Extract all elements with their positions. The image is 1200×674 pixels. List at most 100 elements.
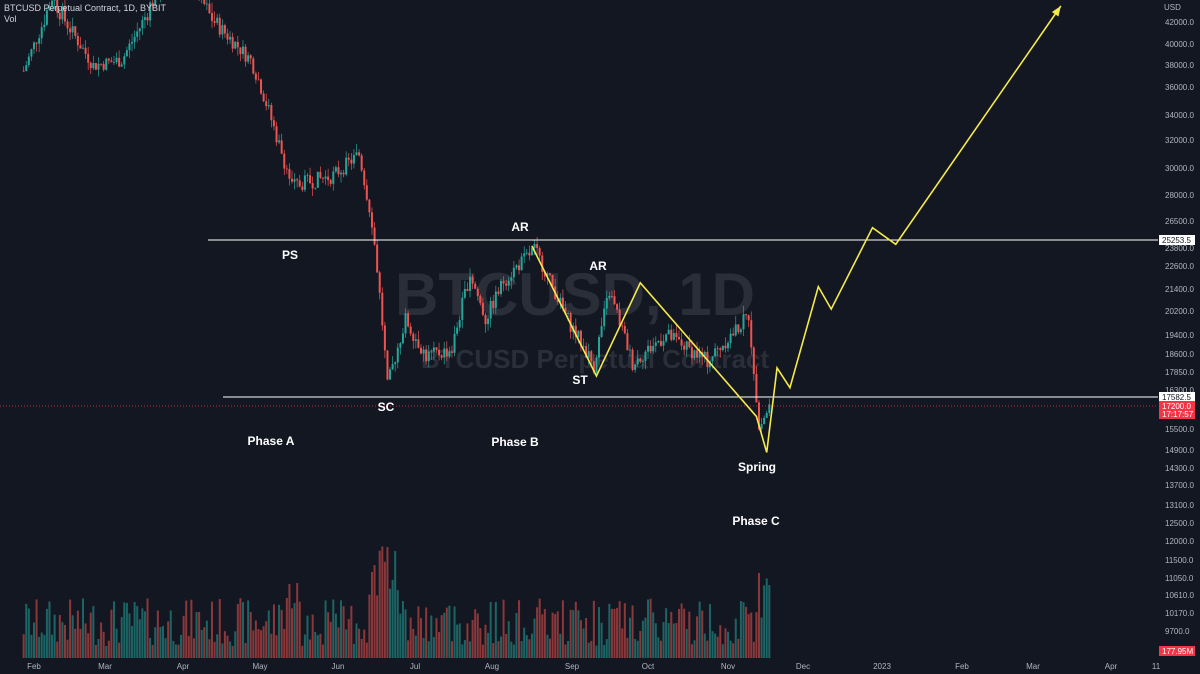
candle-body bbox=[474, 283, 477, 289]
candle-body bbox=[665, 334, 668, 342]
candle-body bbox=[610, 296, 613, 297]
candle-body bbox=[453, 333, 456, 353]
candle-body bbox=[574, 325, 577, 337]
volume-bar bbox=[56, 641, 59, 658]
volume-bar bbox=[518, 600, 521, 658]
volume-bar bbox=[763, 585, 766, 658]
candle-body bbox=[133, 36, 136, 42]
price-axis-badge bbox=[1159, 401, 1195, 411]
candle-body bbox=[657, 340, 660, 343]
volume-bar bbox=[546, 634, 549, 658]
candle-body bbox=[285, 168, 288, 170]
volume-bar bbox=[58, 614, 61, 658]
candle-body bbox=[223, 25, 226, 34]
volume-bar bbox=[162, 625, 164, 658]
wyckoff-projection-path[interactable] bbox=[531, 5, 1062, 453]
volume-bar bbox=[213, 641, 216, 658]
candle-body bbox=[340, 172, 343, 175]
volume-bar bbox=[391, 579, 394, 658]
candle-body bbox=[564, 307, 567, 314]
candle-body bbox=[755, 373, 758, 403]
volume-bar bbox=[272, 604, 275, 658]
candle-body bbox=[732, 333, 735, 336]
volume-bar bbox=[595, 645, 598, 658]
volume-bar bbox=[469, 641, 472, 658]
candle-body bbox=[84, 47, 87, 54]
volume-bar bbox=[370, 571, 373, 658]
volume-bar bbox=[128, 613, 131, 658]
candle-body bbox=[670, 329, 673, 340]
candle-body bbox=[332, 171, 335, 184]
volume-bar bbox=[296, 583, 299, 658]
candle-body bbox=[244, 46, 247, 62]
candle-body bbox=[659, 340, 662, 346]
candle-body bbox=[399, 343, 402, 348]
candle-body bbox=[314, 187, 317, 189]
volume-bar bbox=[151, 644, 154, 658]
annotation-spring: Spring bbox=[738, 460, 776, 474]
volume-bar bbox=[592, 600, 595, 658]
time-axis-label: Apr bbox=[177, 662, 190, 671]
candle-body bbox=[48, 6, 51, 11]
candle-body bbox=[471, 276, 474, 284]
volume-bar bbox=[414, 635, 417, 658]
candle-body bbox=[585, 346, 588, 358]
candle-body bbox=[358, 152, 361, 156]
candle-body bbox=[257, 79, 260, 81]
candle-body bbox=[678, 336, 680, 340]
candle-body bbox=[727, 342, 730, 349]
candle-body bbox=[549, 273, 551, 275]
time-axis-label: Dec bbox=[796, 662, 810, 671]
volume-indicator-label[interactable]: Vol bbox=[4, 14, 17, 24]
price-axis-tick-label: 15500.0 bbox=[1165, 425, 1194, 434]
candle-body bbox=[396, 347, 399, 363]
volume-bar bbox=[167, 621, 170, 658]
candle-body bbox=[38, 38, 41, 44]
volume-bar bbox=[745, 606, 748, 658]
candle-body bbox=[546, 273, 549, 277]
volume-bar bbox=[582, 628, 585, 658]
volume-bar bbox=[750, 612, 753, 658]
volume-bar bbox=[216, 634, 219, 658]
volume-bar bbox=[466, 623, 469, 658]
candle-body bbox=[254, 73, 257, 80]
candle-body bbox=[138, 28, 141, 32]
time-axis[interactable]: Feb Mar Apr May Jun Jul Aug Sep Oct Nov Dec 2023 Feb… bbox=[0, 658, 1161, 674]
candle-body bbox=[672, 333, 675, 340]
candle-body bbox=[211, 13, 214, 22]
time-axis-label: Aug bbox=[485, 662, 499, 671]
time-axis-label: Jun bbox=[332, 662, 345, 671]
volume-bar bbox=[510, 641, 513, 658]
candle-body bbox=[120, 64, 123, 67]
candle-body bbox=[667, 329, 670, 335]
candle-body bbox=[559, 297, 562, 303]
volume-bar bbox=[631, 605, 634, 658]
candle-body bbox=[512, 267, 515, 278]
candle-body bbox=[394, 362, 397, 365]
candle-body bbox=[469, 276, 472, 291]
price-axis[interactable]: USD 42000.0 40000.0 38000.0 36000.0 34000.0 3… bbox=[1158, 0, 1200, 674]
candle-body bbox=[561, 297, 564, 308]
candle-body bbox=[579, 330, 582, 347]
price-axis-tick-label: 17850.0 bbox=[1165, 368, 1194, 377]
price-axis-badge bbox=[1159, 409, 1195, 419]
volume-bar bbox=[51, 634, 54, 658]
volume-bar bbox=[267, 610, 270, 658]
candle-body bbox=[598, 336, 601, 358]
volume-bar bbox=[154, 627, 157, 658]
volume-bar bbox=[729, 640, 732, 658]
volume-bar bbox=[559, 633, 562, 658]
volume-bar bbox=[112, 601, 115, 658]
candle-body bbox=[409, 326, 412, 334]
volume-bar bbox=[105, 645, 108, 658]
volume-bar bbox=[84, 623, 87, 658]
candle-body bbox=[355, 152, 358, 155]
price-axis-tick-label: 10170.0 bbox=[1165, 609, 1194, 618]
volume-bar bbox=[244, 642, 247, 658]
volume-bar bbox=[564, 644, 567, 658]
volume-bar bbox=[530, 633, 533, 658]
symbol-title[interactable]: BTCUSD Perpetual Contract, 1D, BYBIT bbox=[4, 3, 167, 13]
candle-body bbox=[551, 274, 554, 287]
